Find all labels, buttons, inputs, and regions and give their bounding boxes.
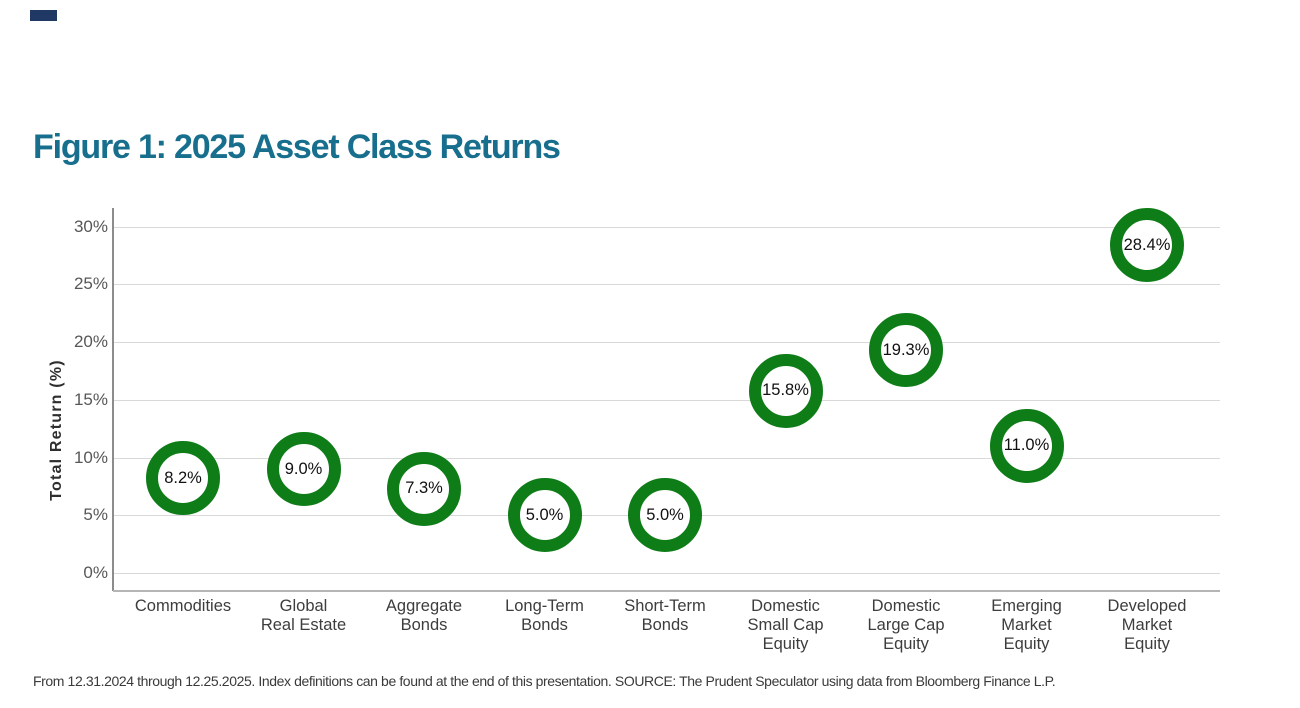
x-axis-line [113, 590, 1220, 592]
data-point-marker: 28.4% [1110, 208, 1184, 283]
data-point-value-label: 9.0% [284, 459, 323, 478]
data-point-marker: 11.0% [989, 408, 1064, 483]
data-point-marker: 5.0% [507, 478, 582, 553]
data-point-marker: 19.3% [869, 313, 943, 388]
y-tick-label: 5% [83, 505, 108, 525]
y-tick-label: 20% [73, 332, 108, 352]
gridline-30% [113, 226, 1220, 228]
x-category-label: Developed Market Equity [1107, 597, 1187, 653]
x-category-label: Commodities [134, 597, 232, 615]
y-tick-label: 30% [73, 216, 108, 236]
x-category-label: Aggregate Bonds [385, 597, 463, 634]
x-category-label: Domestic Small Cap Equity [747, 597, 824, 653]
x-category-label: Domestic Large Cap Equity [867, 597, 945, 653]
accent-bar [30, 10, 57, 21]
gridline-0% [113, 573, 1220, 574]
y-tick-label: 25% [73, 274, 108, 294]
y-tick-label: 0% [83, 563, 108, 582]
gridline-10% [113, 457, 1220, 459]
data-point-marker: 8.2% [146, 441, 220, 516]
x-category-label: Short-Term Bonds [624, 597, 706, 634]
data-point-value-label: 15.8% [762, 381, 809, 400]
data-point-marker: 9.0% [266, 432, 341, 507]
data-point-value-label: 7.3% [405, 479, 443, 498]
data-point-marker: 5.0% [628, 478, 702, 553]
footer-source-note: From 12.31.2024 through 12.25.2025. Inde… [33, 673, 1056, 689]
y-tick-label: 15% [73, 389, 108, 409]
y-tick-label: 10% [73, 447, 108, 467]
data-point-value-label: 8.2% [164, 468, 202, 487]
gridline-15% [113, 399, 1220, 401]
gridline-20% [113, 342, 1220, 344]
data-point-value-label: 28.4% [1123, 235, 1171, 254]
x-category-label: Long-Term Bonds [505, 597, 584, 634]
data-point-value-label: 11.0% [1003, 436, 1050, 455]
y-axis-title: Total Return (%) [48, 359, 65, 501]
data-point-marker: 15.8% [748, 353, 823, 428]
data-point-value-label: 19.3% [882, 340, 930, 359]
y-axis-line [112, 208, 114, 591]
x-category-label: Global Real Estate [260, 597, 347, 634]
gridline-25% [113, 284, 1220, 286]
data-point-value-label: 5.0% [525, 505, 564, 524]
data-point-value-label: 5.0% [646, 505, 684, 524]
data-point-marker: 7.3% [387, 451, 461, 526]
page-title: Figure 1: 2025 Asset Class Returns [33, 128, 561, 166]
x-category-label: Emerging Market Equity [991, 597, 1062, 653]
